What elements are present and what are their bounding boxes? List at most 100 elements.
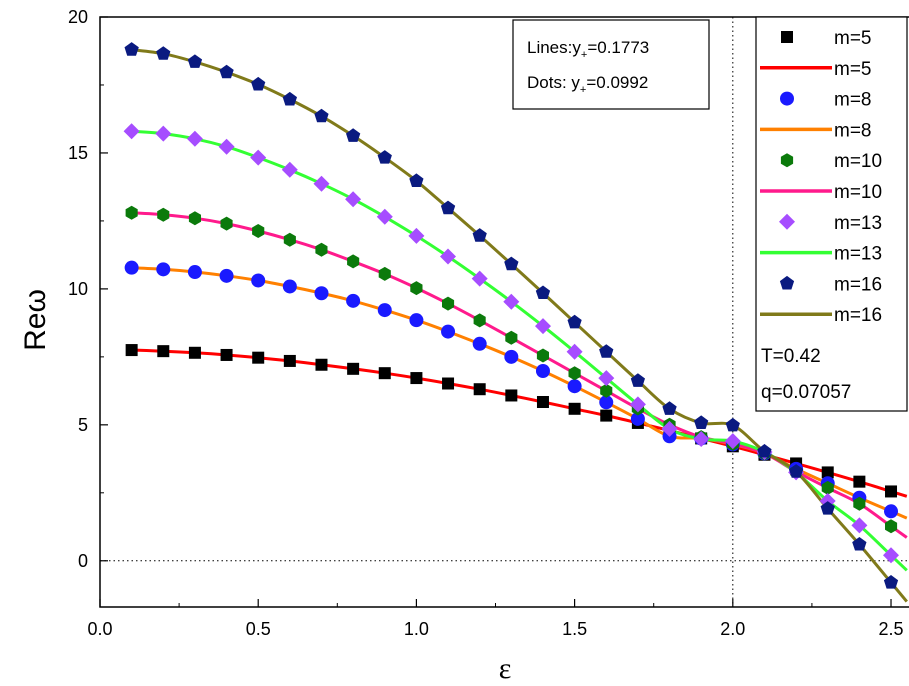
data-point-m=10 bbox=[283, 232, 296, 247]
data-point-m=8 bbox=[251, 273, 266, 288]
legend-label: m=13 bbox=[834, 244, 882, 265]
legend-label: m=10 bbox=[834, 151, 882, 172]
data-point-m=16 bbox=[630, 373, 645, 387]
data-point-m=5 bbox=[283, 354, 296, 367]
data-point-m=16 bbox=[440, 200, 456, 215]
data-point-m=16 bbox=[124, 42, 139, 56]
data-point-m=16 bbox=[346, 128, 361, 142]
x-tick-label: 1.0 bbox=[404, 619, 429, 639]
data-point-m=8 bbox=[630, 411, 645, 426]
data-point-m=10 bbox=[157, 207, 170, 222]
data-point-m=5 bbox=[157, 345, 170, 358]
y-tick-label: 15 bbox=[68, 143, 88, 163]
data-point-m=13 bbox=[345, 191, 362, 208]
data-point-m=16 bbox=[156, 46, 171, 60]
data-point-m=5 bbox=[315, 358, 328, 371]
data-point-m=16 bbox=[883, 575, 899, 589]
data-point-m=5 bbox=[410, 372, 423, 385]
data-point-m=8 bbox=[599, 395, 614, 410]
data-point-m=16 bbox=[472, 228, 487, 242]
data-point-m=13 bbox=[408, 227, 425, 244]
y-tick-label: 20 bbox=[68, 7, 88, 27]
x-tick-label: 2.5 bbox=[879, 619, 904, 639]
data-point-m=8 bbox=[282, 279, 297, 294]
data-point-m=16 bbox=[694, 415, 709, 429]
data-point-m=16 bbox=[599, 344, 614, 358]
data-point-m=10 bbox=[505, 330, 518, 345]
x-tick-label: 2.0 bbox=[720, 619, 745, 639]
data-point-m=13 bbox=[155, 125, 172, 142]
annotation-box: Lines:y+=0.1773 Dots: y+=0.0992 bbox=[512, 19, 710, 110]
data-point-m=8 bbox=[884, 504, 899, 519]
legend-label: m=8 bbox=[834, 120, 872, 141]
annotation-line-1-value: =0.1773 bbox=[587, 38, 649, 57]
data-point-m=5 bbox=[473, 383, 486, 396]
y-axis-title: Reω bbox=[19, 289, 52, 351]
data-point-m=13 bbox=[535, 318, 551, 335]
legend-swatch-marker bbox=[780, 91, 794, 106]
data-point-m=16 bbox=[314, 108, 329, 123]
data-point-m=10 bbox=[378, 266, 391, 281]
annotation-line-2-value: =0.0992 bbox=[586, 73, 648, 92]
legend-swatch-marker bbox=[779, 275, 795, 290]
data-point-m=16 bbox=[820, 501, 835, 515]
data-point-m=16 bbox=[789, 464, 804, 478]
annotation-line-1-prefix: Lines:y bbox=[527, 38, 581, 57]
data-point-m=13 bbox=[281, 161, 298, 178]
data-point-m=10 bbox=[473, 313, 486, 328]
data-point-m=13 bbox=[598, 370, 615, 387]
y-tick-label: 0 bbox=[78, 551, 88, 571]
legend-label: m=16 bbox=[834, 305, 882, 326]
reference-lines bbox=[100, 17, 909, 607]
data-point-m=13 bbox=[218, 138, 235, 155]
data-point-m=10 bbox=[252, 224, 265, 238]
data-point-m=10 bbox=[315, 242, 328, 257]
annotation-box-frame bbox=[512, 19, 710, 110]
series-markers bbox=[123, 42, 899, 589]
data-point-m=13 bbox=[661, 420, 678, 437]
data-point-m=8 bbox=[124, 260, 139, 275]
annotation-line-2-sub: + bbox=[580, 84, 586, 96]
data-point-m=8 bbox=[441, 324, 456, 339]
legend-swatch-marker bbox=[779, 213, 795, 230]
annotation-line-2-prefix: Dots: y bbox=[527, 73, 580, 92]
legend-label: m=10 bbox=[834, 182, 882, 203]
legend-label: m=13 bbox=[834, 213, 882, 234]
data-point-m=5 bbox=[347, 362, 360, 375]
data-point-m=5 bbox=[188, 346, 201, 359]
data-point-m=13 bbox=[376, 208, 393, 225]
data-point-m=5 bbox=[252, 351, 265, 364]
data-point-m=8 bbox=[504, 349, 519, 364]
data-point-m=8 bbox=[187, 265, 202, 280]
data-point-m=10 bbox=[347, 254, 360, 269]
legend-label: m=8 bbox=[834, 90, 872, 111]
data-point-m=13 bbox=[724, 433, 741, 450]
y-tick-label: 5 bbox=[78, 415, 88, 435]
data-point-m=13 bbox=[883, 547, 899, 564]
data-point-m=16 bbox=[757, 444, 772, 458]
legend-swatch-marker bbox=[781, 31, 793, 43]
data-point-m=10 bbox=[220, 216, 233, 231]
plot-frame bbox=[99, 16, 909, 608]
data-point-m=5 bbox=[885, 485, 898, 498]
data-point-m=16 bbox=[535, 285, 551, 299]
axis-ticks: 0.0 0.5 1.0 1.5 2.0 2.5 0 5 10 15 20 bbox=[68, 7, 904, 639]
data-point-m=10 bbox=[853, 496, 866, 511]
data-point-m=13 bbox=[629, 396, 646, 413]
data-point-m=13 bbox=[250, 149, 267, 166]
legend-label: m=16 bbox=[834, 274, 882, 295]
data-point-m=13 bbox=[440, 248, 456, 265]
data-point-m=13 bbox=[566, 343, 583, 360]
data-point-m=5 bbox=[442, 377, 455, 390]
data-point-m=10 bbox=[568, 366, 581, 381]
param-temperature: T=0.42 bbox=[761, 346, 821, 367]
data-point-m=8 bbox=[219, 268, 234, 283]
data-point-m=10 bbox=[125, 205, 138, 220]
legend: m=5 m=5 m=8 m=8 m=10 m=10 m=13 m=13 m=16 m=16 T=0… bbox=[755, 16, 908, 412]
data-point-m=8 bbox=[472, 336, 487, 351]
data-point-m=8 bbox=[567, 379, 582, 394]
annotation-line-1: Lines:y+=0.1773 bbox=[527, 38, 649, 61]
data-point-m=13 bbox=[313, 175, 330, 192]
data-point-m=8 bbox=[314, 286, 329, 301]
data-point-m=10 bbox=[885, 519, 898, 534]
